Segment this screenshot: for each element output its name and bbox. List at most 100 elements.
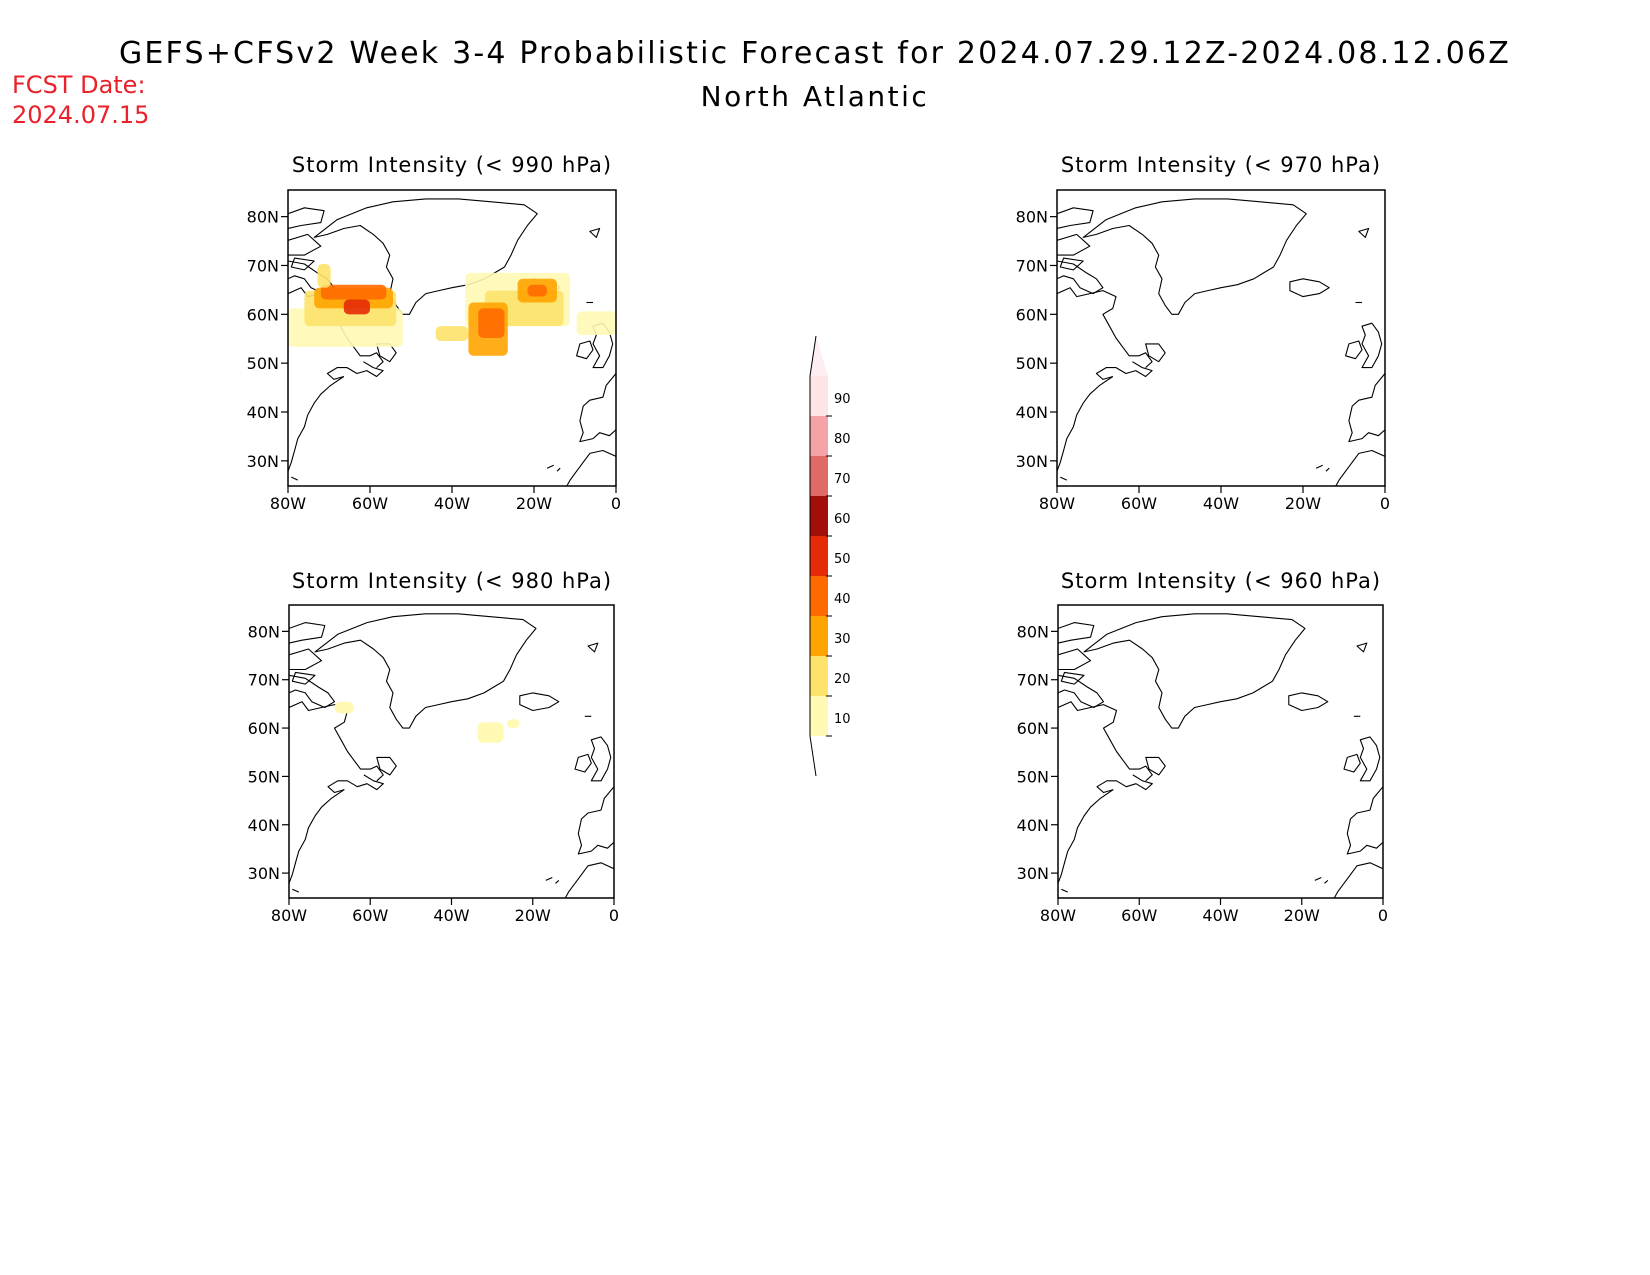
lat-tick-label: 40N	[248, 816, 280, 835]
lon-tick-label: 20W	[516, 494, 552, 513]
probability-cell	[317, 264, 331, 288]
lat-tick-label: 50N	[1016, 354, 1048, 373]
lat-tick-label: 40N	[1016, 403, 1048, 422]
coastline-segment	[1096, 774, 1153, 794]
coastline-segment	[289, 789, 345, 884]
coastline-segment	[288, 376, 345, 472]
coastline-segment	[1058, 674, 1105, 709]
coastline-segment	[1314, 876, 1329, 884]
coastline-layer	[289, 613, 614, 898]
lon-tick-label: 40W	[433, 906, 469, 925]
coastline-segment	[577, 786, 614, 855]
coastline-segment	[290, 257, 315, 271]
coastline-segment	[1335, 449, 1385, 486]
coastline-segment	[1145, 343, 1166, 363]
coastline-segment	[289, 648, 323, 671]
coastline-layer	[1057, 198, 1385, 486]
region-title: North Atlantic	[701, 80, 930, 113]
coastline-segment	[288, 233, 322, 256]
coastline-segment	[1058, 622, 1095, 644]
lon-tick-label: 0	[1380, 494, 1390, 513]
coastline-layer	[1058, 613, 1383, 898]
colorbar-label: 60	[834, 512, 851, 527]
coastline-segment	[289, 674, 336, 709]
lon-tick-label: 80W	[270, 494, 306, 513]
coastline-segment	[289, 622, 326, 644]
lat-tick-label: 70N	[248, 671, 280, 690]
coastline-segment	[1057, 233, 1091, 256]
colorbar-swatch	[810, 416, 828, 456]
coastline-segment	[376, 756, 397, 776]
panel-990: Storm Intensity (< 990 hPa) 80N 70N 60N 50N…	[247, 153, 621, 513]
coastline-segment	[1288, 692, 1329, 712]
map-border	[288, 604, 615, 899]
probability-cell	[576, 311, 616, 336]
coastline-segment	[576, 340, 594, 360]
lon-tick-label: 20W	[1285, 494, 1321, 513]
lat-tick-label: 60N	[1017, 719, 1049, 738]
colorbar-edge	[809, 335, 817, 736]
lat-tick-label: 50N	[1017, 767, 1049, 786]
lat-tick-label: 70N	[1017, 671, 1049, 690]
coastline-segment	[1083, 613, 1306, 729]
coastline-segment	[1348, 373, 1385, 443]
coastline-segment	[314, 613, 537, 729]
coastline-segment	[545, 876, 560, 884]
coastline-segment	[574, 753, 592, 773]
colorbar-label: 10	[834, 712, 851, 727]
lat-tick-label: 60N	[247, 305, 279, 324]
lon-tick-label: 60W	[1121, 494, 1157, 513]
lon-tick-label: 80W	[271, 906, 307, 925]
coastline-segment	[1315, 464, 1330, 472]
coastline-segment	[1289, 278, 1330, 298]
coastline-segment	[1333, 862, 1383, 898]
panel-980: Storm Intensity (< 980 hPa) 80N 70N 60N 50N…	[248, 569, 619, 925]
map-frame	[288, 198, 616, 486]
lat-tick-label: 70N	[1016, 256, 1048, 275]
lon-tick-label: 80W	[1039, 494, 1075, 513]
colorbar-swatch	[810, 576, 828, 616]
colorbar-swatch	[810, 496, 828, 536]
coastline-segment	[1060, 476, 1068, 481]
coastline-segment	[289, 701, 384, 782]
lat-tick-label: 40N	[247, 403, 279, 422]
lat-tick-label: 80N	[1017, 622, 1049, 641]
colorbar-swatch	[810, 656, 828, 696]
coastline-segment	[1359, 736, 1381, 782]
lat-tick-label: 30N	[1016, 452, 1048, 471]
lon-tick-label: 0	[611, 494, 621, 513]
coastline-segment	[1057, 207, 1094, 230]
lat-tick-label: 70N	[247, 256, 279, 275]
colorbar-swatch	[810, 456, 828, 496]
axis-ticks: 80N 70N 60N 50N 40N 30N 80W 60W 40W 20W 0	[247, 208, 621, 513]
map-border	[1056, 189, 1386, 487]
coastline-segment	[313, 198, 538, 315]
probability-cell	[435, 326, 469, 341]
coastline-segment	[590, 736, 612, 782]
fcst-date-value: 2024.07.15	[12, 101, 149, 129]
map-frame	[1057, 198, 1385, 486]
coastline-segment	[579, 373, 616, 443]
probability-cell	[506, 719, 520, 729]
axis-ticks: 80N 70N 60N 50N 40N 30N 80W 60W 40W 20W 0	[1017, 622, 1388, 925]
colorbar-label: 70	[834, 472, 851, 487]
coastline-segment	[1057, 376, 1114, 472]
coastline-segment	[291, 476, 299, 481]
coastline-segment	[1059, 257, 1084, 271]
axis-ticks: 80N 70N 60N 50N 40N 30N 80W 60W 40W 20W 0	[248, 622, 619, 925]
lat-tick-label: 60N	[1016, 305, 1048, 324]
colorbar-label: 90	[834, 392, 851, 407]
lon-tick-label: 40W	[434, 494, 470, 513]
lon-tick-label: 40W	[1202, 906, 1238, 925]
panel-title: Storm Intensity (< 980 hPa)	[292, 569, 612, 593]
coastline-segment	[1145, 756, 1166, 776]
coastline-segment	[1058, 701, 1153, 782]
panel-title: Storm Intensity (< 990 hPa)	[292, 153, 612, 177]
lat-tick-label: 80N	[247, 208, 279, 227]
lon-tick-label: 0	[1378, 906, 1388, 925]
panel-970: Storm Intensity (< 970 hPa) 80N 70N 60N 50N…	[1016, 153, 1390, 513]
panel-960: Storm Intensity (< 960 hPa) 80N 70N 60N 50N…	[1017, 569, 1388, 925]
coastline-segment	[1346, 786, 1383, 855]
coastline-segment	[1058, 789, 1114, 884]
coastline-segment	[1358, 227, 1370, 238]
